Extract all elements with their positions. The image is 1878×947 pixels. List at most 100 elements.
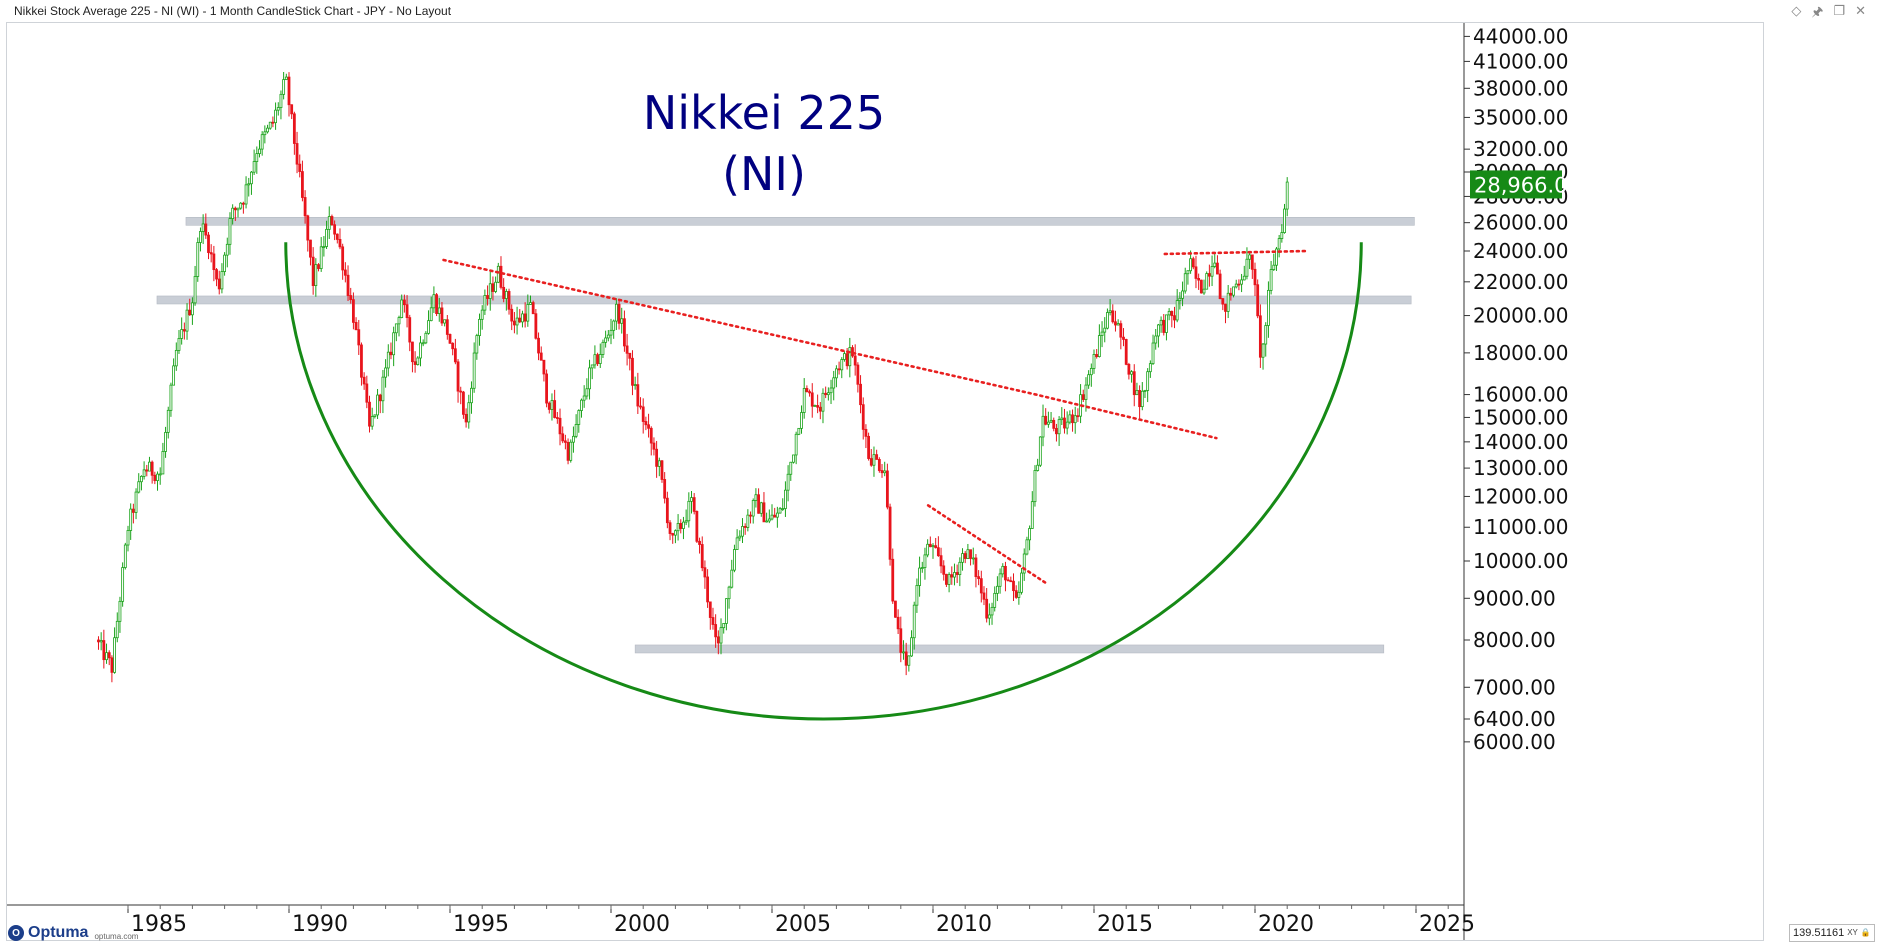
- candle-body: [1087, 374, 1091, 386]
- candle: [142, 461, 146, 480]
- candle: [888, 503, 892, 566]
- candle-body: [1183, 273, 1187, 292]
- candle: [274, 102, 277, 130]
- candle: [1025, 536, 1029, 556]
- candle: [207, 231, 210, 260]
- candle: [679, 519, 683, 534]
- candle: [542, 359, 546, 382]
- candle: [196, 237, 200, 282]
- candle-body: [953, 572, 956, 578]
- candle-body: [1127, 363, 1131, 375]
- candle-body: [733, 549, 736, 571]
- candle: [311, 247, 315, 295]
- candle: [177, 330, 181, 354]
- close-icon[interactable]: ✕: [1855, 3, 1866, 18]
- candle-body: [977, 576, 981, 580]
- candle-body: [877, 459, 881, 471]
- candle-body: [309, 239, 312, 258]
- candle: [636, 372, 640, 414]
- candle-body: [158, 473, 162, 476]
- pin-icon[interactable]: 🖈: [1811, 4, 1824, 19]
- candle: [765, 512, 769, 523]
- candle: [378, 393, 382, 414]
- candle-body: [891, 558, 895, 602]
- candle: [365, 375, 369, 409]
- candle: [515, 306, 519, 335]
- y-tick-label: 14000.00: [1473, 430, 1568, 454]
- candle: [1063, 408, 1066, 434]
- support-bands: [156, 217, 1415, 654]
- candle: [1221, 298, 1225, 311]
- candle-body: [166, 409, 170, 433]
- candle: [217, 270, 221, 295]
- lock-icon[interactable]: 🔒: [1860, 928, 1871, 937]
- candle-body: [263, 131, 267, 136]
- y-tick-label: 10000.00: [1473, 549, 1568, 573]
- candle-body: [1181, 290, 1184, 299]
- candle-body: [765, 520, 769, 523]
- candle: [555, 412, 559, 424]
- candle-body: [550, 400, 554, 410]
- candle-body: [491, 283, 495, 292]
- candle-body: [290, 104, 294, 115]
- candle: [872, 446, 876, 477]
- candle: [1175, 289, 1179, 323]
- restore-icon[interactable]: ❐: [1833, 3, 1846, 18]
- candle-body: [1213, 262, 1217, 267]
- candle: [1159, 316, 1163, 333]
- candle-body: [971, 557, 975, 560]
- candle: [1140, 382, 1144, 411]
- candle-body: [126, 530, 130, 546]
- candle: [561, 426, 565, 444]
- candle-body: [223, 254, 227, 272]
- candle: [236, 207, 240, 218]
- optuma-logo-icon: O: [8, 925, 24, 941]
- candle-body: [606, 334, 610, 339]
- chart-frame[interactable]: Nikkei 225 (NI) 44000.00 41000.00 38000.00 35…: [6, 22, 1764, 941]
- candle: [276, 102, 280, 116]
- candle-body: [926, 543, 930, 556]
- candle-body: [1055, 427, 1058, 435]
- candle: [504, 288, 508, 311]
- candle-body: [534, 313, 538, 339]
- candle: [837, 361, 841, 375]
- candle-body: [628, 352, 632, 359]
- candle-body: [467, 402, 471, 423]
- candle: [1248, 251, 1252, 270]
- candle-body: [1191, 258, 1195, 268]
- candle: [405, 295, 409, 328]
- candle: [335, 233, 339, 244]
- candle: [215, 268, 218, 287]
- optuma-url: optuma.com: [94, 931, 139, 941]
- candle: [936, 536, 940, 557]
- candle: [1154, 329, 1158, 350]
- diamond-icon[interactable]: ◇: [1791, 3, 1802, 18]
- candle: [676, 514, 680, 541]
- candle: [1036, 458, 1040, 472]
- candle-body: [145, 469, 149, 472]
- candle: [652, 437, 656, 456]
- candle: [1261, 342, 1265, 370]
- candle-body: [190, 302, 194, 316]
- candle-body: [351, 299, 355, 323]
- candle-body: [1089, 368, 1093, 376]
- candle-body: [207, 234, 210, 253]
- candle-body: [276, 107, 280, 111]
- candle-body: [912, 604, 916, 639]
- candle: [478, 313, 481, 346]
- candle: [298, 154, 302, 178]
- candle: [1006, 577, 1010, 582]
- candle: [977, 570, 981, 586]
- candle-body: [507, 291, 511, 310]
- candle-body: [824, 392, 828, 396]
- candle-body: [284, 76, 288, 80]
- candle-body: [470, 387, 473, 404]
- candle: [735, 529, 739, 550]
- candle: [1178, 292, 1182, 310]
- candle-body: [1275, 248, 1278, 266]
- candle: [1157, 323, 1160, 348]
- candle: [131, 503, 135, 524]
- candle-body: [969, 549, 972, 559]
- candle-body: [521, 313, 524, 323]
